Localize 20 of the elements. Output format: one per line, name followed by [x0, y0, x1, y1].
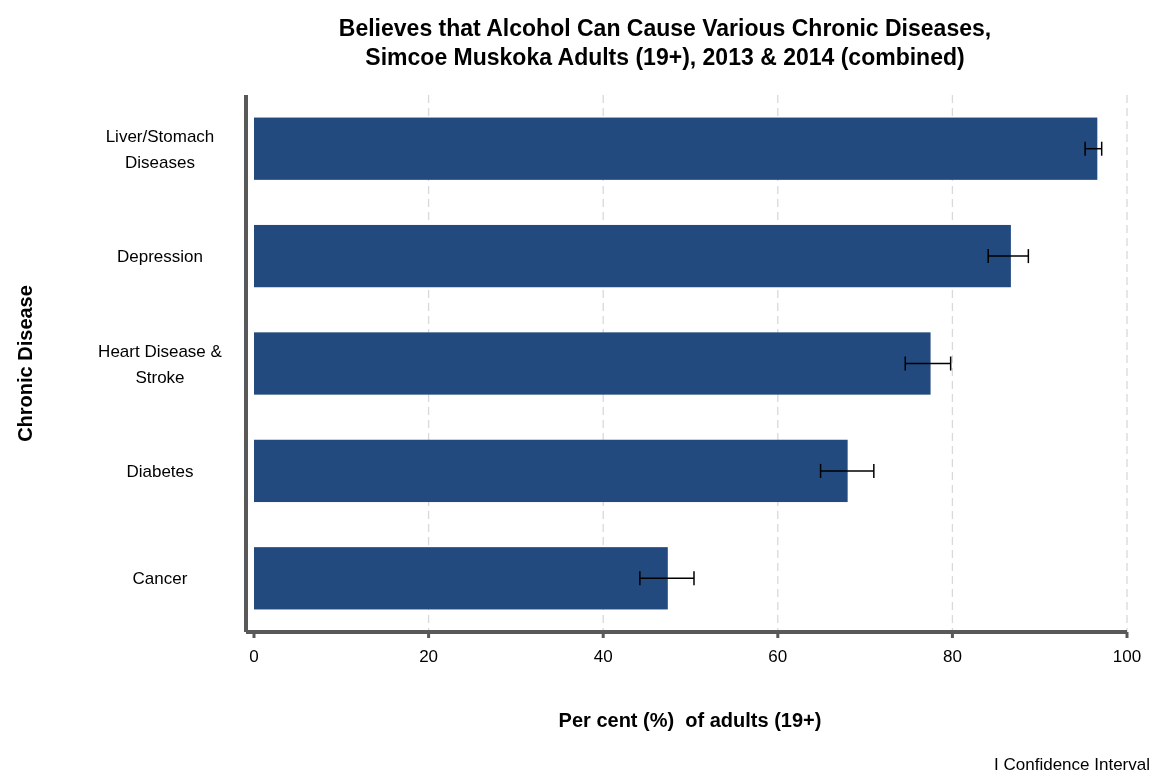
bar	[254, 117, 1098, 180]
y-tick-label: Cancer	[132, 569, 188, 589]
bar	[254, 332, 931, 395]
bar	[254, 224, 1011, 288]
x-tick-label: 0	[249, 647, 259, 666]
y-axis-title: Chronic Disease	[14, 285, 36, 442]
y-tick-label: Heart Disease & Stroke	[98, 341, 223, 387]
y-tick-label: Depression	[117, 247, 203, 267]
x-tick-label: 20	[419, 647, 439, 666]
x-tick-label: 40	[593, 647, 613, 666]
chart-title: Believes that Alcohol Can Cause Various Chronic Diseases, Simcoe Muskoka Adults (19+), 2013 & 2014 (combined)	[338, 15, 992, 70]
x-tick-label: 80	[942, 647, 962, 666]
y-tick-label: Diabetes	[126, 461, 194, 481]
bar	[254, 439, 848, 503]
bar	[254, 547, 668, 610]
x-tick-label: 60	[768, 647, 788, 666]
y-tick-label: Liver/Stomach Diseases	[105, 126, 215, 172]
x-tick-label: 100	[1112, 647, 1142, 666]
text: I Confidence Interval	[994, 755, 1150, 774]
x-axis-title: Per cent (%) of adults (19+)	[558, 709, 822, 731]
